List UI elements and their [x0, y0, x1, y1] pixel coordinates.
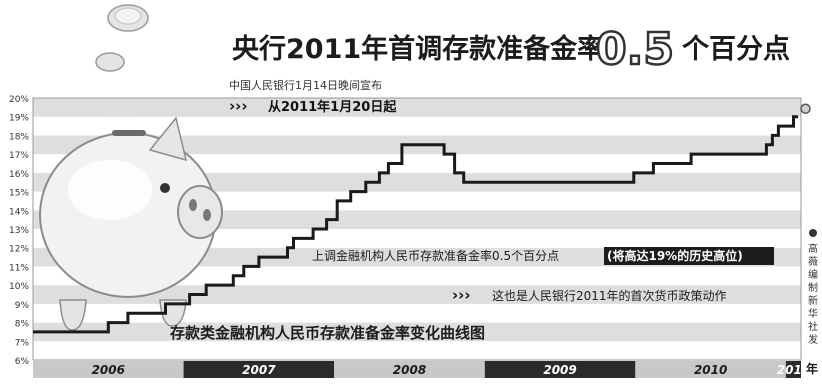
y-tick-label: 12% [9, 245, 29, 255]
effective-date: 从2011年1月20日起 [268, 99, 397, 115]
credit-char: 社 [808, 320, 818, 333]
credit-char: 制 [808, 281, 818, 294]
chart-title: 央行2011年首调存款准备金率 [232, 33, 604, 65]
latest-point-marker [800, 103, 811, 114]
reserve-ratio-line [33, 115, 798, 334]
big-rate-value: 0.5 [596, 24, 674, 75]
x-axis-label: 年 [806, 361, 818, 376]
date-line: ››› 从2011年1月20日起 [229, 97, 397, 115]
year-band [183, 361, 335, 378]
year-band [484, 361, 636, 378]
year-band [785, 361, 801, 378]
first-policy-line: ››› 这也是人民银行2011年的首次货币政策动作 [452, 286, 727, 304]
y-tick-label: 11% [9, 263, 29, 273]
announcement-subtitle: 中国人民银行1月14日晚间宣布 [229, 78, 382, 92]
coin-icon-1 [107, 4, 149, 32]
y-tick-label: 13% [9, 226, 29, 236]
grid-band [33, 303, 801, 323]
xinhua-logo-icon [809, 229, 817, 237]
year-band [334, 361, 485, 378]
raise-annotation: 上调金融机构人民币存款准备金率0.5个百分点 [312, 248, 559, 263]
raise-badge-bg [604, 247, 774, 265]
y-axis-ticks: 6% 7% 8% 9% 10% 11% 12% 13% 14% 15% 16% 17% 18% 19% 20… [9, 95, 29, 367]
y-tick-label: 16% [9, 170, 29, 180]
grid-band [33, 154, 801, 173]
grid-band [33, 341, 801, 360]
year-label: 2009 [543, 363, 576, 377]
credit-char: 新 [808, 294, 818, 307]
y-tick-label: 6% [15, 357, 30, 367]
y-tick-label: 8% [15, 320, 30, 330]
grid-band [33, 172, 801, 192]
y-tick-label: 18% [9, 132, 29, 142]
grid-band [33, 98, 801, 117]
plot-frame [32, 97, 802, 361]
y-tick-label: 10% [9, 282, 29, 292]
grid-band [33, 266, 801, 286]
year-label: 2010 [694, 363, 727, 377]
y-tick-label: 15% [9, 189, 29, 199]
coin-icon-2 [95, 52, 125, 72]
credit-char: 高 [808, 242, 818, 255]
y-tick-label: 7% [15, 338, 30, 348]
credit-char: 薇 [808, 256, 818, 268]
year-label: 2007 [242, 363, 276, 377]
grid-band [33, 285, 801, 304]
grid-band [33, 210, 801, 229]
year-label: 2008 [393, 363, 426, 377]
credit-char: 发 [808, 333, 818, 346]
x-axis-years: 2006 2007 2008 2009 2010 2011 [33, 361, 810, 378]
y-tick-label: 20% [9, 95, 29, 105]
first-policy-text: 这也是人民银行2011年的首次货币政策动作 [492, 288, 727, 303]
raise-badge: (将高达19%的历史高位) [607, 248, 743, 263]
credit-char: 华 [808, 307, 818, 320]
big-rate-badge: 0.5 [595, 23, 675, 77]
chart-caption: 存款类金融机构人民币存款准备金率变化曲线图 [170, 324, 485, 342]
y-tick-label: 14% [9, 207, 29, 217]
year-band [33, 361, 184, 378]
year-label: 2006 [92, 363, 125, 377]
y-tick-label: 19% [9, 114, 29, 124]
credit-char: 编 [808, 268, 818, 281]
year-label: 2011 [777, 363, 810, 377]
grid-band [33, 229, 801, 248]
title-tail: 个百分点 [682, 34, 790, 65]
y-tick-label: 17% [9, 151, 29, 161]
chevron-marker-icon: ››› [229, 97, 248, 115]
grid-band [33, 191, 801, 211]
y-tick-label: 9% [15, 301, 30, 311]
grid-band [33, 116, 801, 136]
grid-band [33, 322, 801, 342]
year-band [635, 361, 786, 378]
chevron-marker-icon-2: ››› [452, 286, 471, 304]
